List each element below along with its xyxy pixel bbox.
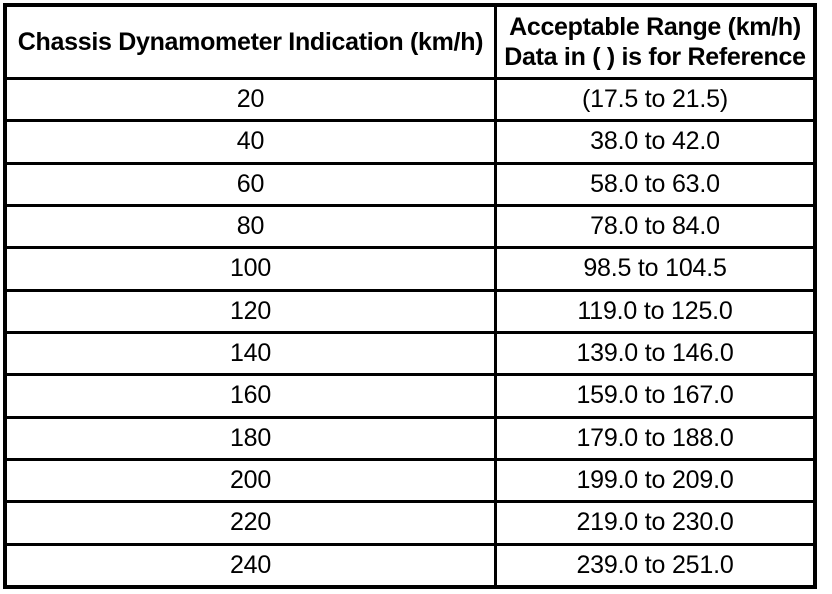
table-row: 240 239.0 to 251.0 xyxy=(7,545,813,585)
table-row: 220 219.0 to 230.0 xyxy=(7,503,813,546)
indication-cell: 180 xyxy=(7,418,497,458)
indication-cell: 20 xyxy=(7,80,497,120)
range-cell: 119.0 to 125.0 xyxy=(577,296,733,325)
indication-cell: 140 xyxy=(7,333,497,374)
table-row: 20 (17.5 to 21.5) xyxy=(7,80,813,123)
range-cell: (17.5 to 21.5) xyxy=(582,85,728,114)
range-cell: 239.0 to 251.0 xyxy=(576,550,734,579)
indication-cell: 60 xyxy=(7,164,497,204)
table-row: 200 199.0 to 209.0 xyxy=(7,460,813,504)
indication-cell: 100 xyxy=(7,249,497,289)
range-cell: 78.0 to 84.0 xyxy=(590,212,720,241)
table-row: 180 179.0 to 188.0 xyxy=(7,418,813,461)
range-cell: 98.5 to 104.5 xyxy=(583,254,727,283)
table-row: 120 119.0 to 125.0 xyxy=(7,291,813,334)
table-row: 40 38.0 to 42.0 xyxy=(7,122,813,165)
indication-cell: 240 xyxy=(7,545,497,585)
indication-cell: 80 xyxy=(7,206,497,247)
range-cell: 159.0 to 167.0 xyxy=(576,381,734,410)
indication-cell: 40 xyxy=(7,122,497,162)
range-cell: 219.0 to 230.0 xyxy=(576,508,734,537)
indication-cell: 200 xyxy=(7,460,497,501)
table-row: 80 78.0 to 84.0 xyxy=(7,206,813,250)
range-cell: 139.0 to 146.0 xyxy=(576,339,734,368)
indication-cell: 160 xyxy=(7,376,497,416)
table-row: 160 159.0 to 167.0 xyxy=(7,376,813,419)
range-cell: 199.0 to 209.0 xyxy=(576,466,734,495)
table-row: 140 139.0 to 146.0 xyxy=(7,333,813,377)
table-header-row: Chassis Dynamometer Indication (km/h) Ac… xyxy=(7,7,813,80)
header-cell-range: Acceptable Range (km/h) Data in ( ) is f… xyxy=(497,7,813,77)
range-cell: 38.0 to 42.0 xyxy=(590,127,720,156)
table-row: 100 98.5 to 104.5 xyxy=(7,249,813,292)
speedometer-dynamometer-table: Chassis Dynamometer Indication (km/h) Ac… xyxy=(3,3,817,589)
header-label-range-line2: Data in ( ) is for Reference xyxy=(504,43,806,71)
header-label-indication: Chassis Dynamometer Indication (km/h) xyxy=(17,28,484,56)
range-cell: 179.0 to 188.0 xyxy=(576,423,734,452)
table-row: 60 58.0 to 63.0 xyxy=(7,164,813,207)
header-label-range-line1: Acceptable Range (km/h) xyxy=(509,13,801,41)
indication-cell: 120 xyxy=(7,291,497,331)
indication-cell: 220 xyxy=(7,503,497,543)
header-cell-indication: Chassis Dynamometer Indication (km/h) xyxy=(7,7,497,77)
range-cell: 58.0 to 63.0 xyxy=(590,169,720,198)
